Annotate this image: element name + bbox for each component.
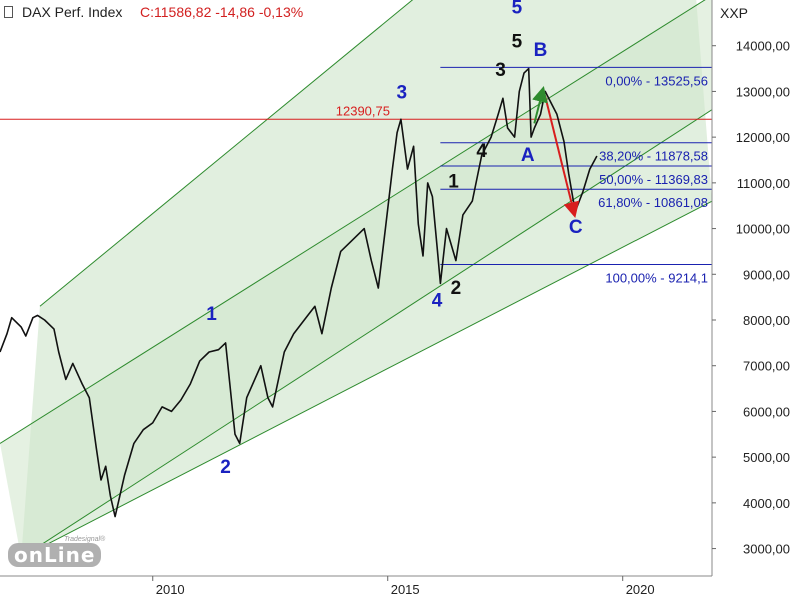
wave-label-8: 4 [476,141,487,162]
x-tick-label-2: 2020 [626,582,655,597]
resistance-level: 12390,75 [0,103,712,120]
y-tick-label-1: 4000,00 [743,496,790,511]
wave-label-1: 2 [220,457,231,478]
axis-symbol: XXP [719,5,748,21]
wave-label-12: C [569,217,583,238]
wave-label-2: 3 [397,82,408,103]
wave-label-10: A [521,145,535,166]
wave-label-11: B [534,40,548,61]
resistance-label: 12390,75 [336,103,390,118]
fibonacci-levels: 0,00% - 13525,56 38,20% - 11878,58 50,00% … [440,66,712,285]
fib-label-0: 0,00% - 13525,56 [605,73,708,88]
wave-label-4: 5 [512,0,523,19]
trend-arrows [532,85,580,219]
y-tick-label-10: 13000,00 [736,84,790,99]
logo-tagline: Tradesignal® [64,536,106,543]
arrow-up-to-b [532,85,548,124]
fib-label-2: 50,00% - 11369,83 [599,172,708,187]
channel-line-lower-upper [20,109,712,559]
y-tick-label-11: 14000,00 [736,39,790,54]
x-tick-label-1: 2015 [391,582,420,597]
channel-line-mid [0,0,706,444]
wave-label-5: 1 [448,171,459,192]
fib-label-3: 61,80% - 10861,08 [598,195,708,210]
chart-menu-icon[interactable] [4,6,13,18]
wave-label-9: 5 [512,32,523,53]
price-series [0,67,598,518]
wave-label-0: 1 [206,304,217,325]
y-tick-label-8: 11000,00 [737,176,790,191]
y-tick-label-5: 8000,00 [743,313,790,328]
y-tick-label-6: 9000,00 [743,267,790,282]
arrow-down-to-c [544,95,580,219]
price-line [0,67,598,518]
wave-label-7: 3 [495,60,506,81]
y-tick-label-2: 5000,00 [743,450,790,465]
x-tick-label-0: 2010 [156,582,185,597]
wave-label-3: 4 [432,290,443,311]
y-tick-label-0: 3000,00 [743,542,790,557]
y-tick-label-9: 12000,00 [736,130,790,145]
logo-word: onLine [8,543,102,567]
tradesignal-logo: Tradesignal® onLine [8,536,105,567]
wave-label-6: 2 [451,278,462,299]
y-tick-label-4: 7000,00 [743,359,790,374]
y-tick-label-3: 6000,00 [743,404,790,419]
fib-label-4: 100,00% - 9214,1 [605,270,708,285]
y-tick-label-7: 10000,00 [736,222,790,237]
channel-inner-fill [0,0,712,558]
trend-channel-fill [0,0,712,558]
channel-line-upper [39,0,414,307]
trend-channel-lines [0,0,712,559]
wave-annotations: 1 2 3 4 5 1 2 3 4 5 A B C [206,0,583,478]
channel-line-lower [20,200,712,559]
instrument-name: DAX Perf. Index [22,4,123,20]
last-quote: C:11586,82 -14,86 -0,13% [140,4,304,20]
fib-label-1: 38,20% - 11878,58 [599,149,708,164]
